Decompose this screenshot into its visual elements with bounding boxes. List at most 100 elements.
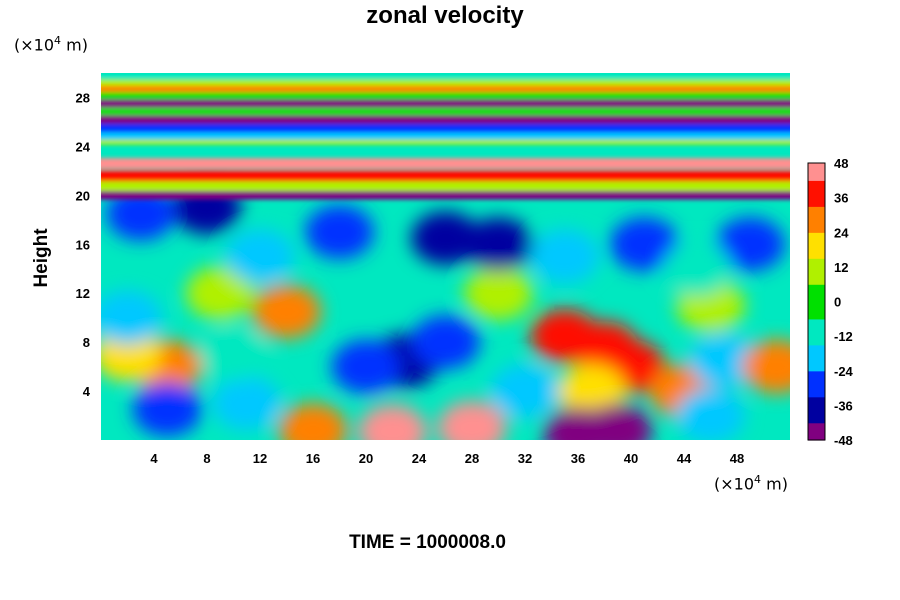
colorbar: 48 36 24 12 0 -12 -24 -36 -48 bbox=[807, 156, 854, 448]
time-label: TIME = 1000008.0 bbox=[349, 532, 506, 553]
colorbar-segment bbox=[808, 214, 825, 225]
colorbar-tick-label: 12 bbox=[834, 260, 848, 275]
colorbar-segment bbox=[808, 327, 825, 337]
x-tick-label: 32 bbox=[518, 451, 532, 466]
colorbar-segment bbox=[808, 344, 825, 355]
colorbar-segment bbox=[808, 301, 825, 311]
colorbar-tick-label: 24 bbox=[834, 225, 849, 240]
heatmap-cell bbox=[199, 327, 268, 382]
heatmap-cell bbox=[101, 290, 162, 345]
colorbar-segment bbox=[808, 180, 825, 190]
heatmap-band bbox=[101, 188, 790, 200]
heatmap-cell bbox=[185, 266, 255, 321]
y-tick-label: 28 bbox=[76, 90, 90, 105]
heatmap-cell bbox=[358, 404, 427, 440]
heatmap-cell bbox=[715, 217, 785, 272]
x-tick-label: 44 bbox=[677, 451, 692, 466]
chart-title: zonal velocity bbox=[366, 2, 524, 29]
heatmap-band bbox=[101, 73, 790, 80]
heatmap-cell bbox=[583, 403, 653, 440]
x-unit-prefix: (×10 bbox=[714, 474, 755, 494]
colorbar-segment bbox=[808, 431, 825, 441]
y-unit-suffix: m) bbox=[61, 35, 88, 55]
y-tick-label: 16 bbox=[76, 237, 90, 252]
colorbar-segment bbox=[808, 197, 825, 207]
heatmap-cell bbox=[411, 315, 480, 370]
colorbar-segment bbox=[808, 362, 825, 372]
heatmap-cell bbox=[662, 241, 732, 296]
heatmap-cell bbox=[132, 382, 202, 437]
x-axis-unit: (×104 m) bbox=[714, 473, 788, 493]
colorbar-segment bbox=[808, 405, 825, 415]
colorbar-segment bbox=[808, 310, 825, 320]
y-axis-unit: (×104 m) bbox=[14, 34, 88, 54]
x-tick-label: 48 bbox=[730, 451, 744, 466]
heatmap-cell bbox=[530, 309, 600, 363]
x-tick-label: 4 bbox=[150, 451, 158, 466]
y-tick-label: 12 bbox=[76, 286, 90, 301]
x-unit-suffix: m) bbox=[761, 474, 788, 494]
y-unit-prefix: (×10 bbox=[14, 35, 55, 55]
y-tick-label: 24 bbox=[76, 139, 91, 154]
heatmap-cell bbox=[464, 217, 533, 272]
y-tick-label: 20 bbox=[76, 188, 90, 203]
colorbar-segment bbox=[808, 188, 825, 199]
heatmap-plot-area bbox=[101, 73, 790, 440]
colorbar-segment bbox=[808, 171, 825, 181]
heatmap-cell bbox=[212, 376, 282, 431]
colorbar-frame bbox=[807, 162, 826, 441]
colorbar-segment bbox=[808, 292, 825, 303]
heatmap-cell bbox=[278, 403, 348, 440]
heatmap-band bbox=[101, 121, 790, 133]
heatmap-cell bbox=[689, 333, 759, 388]
colorbar-segment bbox=[808, 206, 825, 216]
x-tick-label: 8 bbox=[203, 451, 210, 466]
heatmap-cell bbox=[252, 284, 321, 339]
heatmap-band bbox=[101, 170, 790, 182]
colorbar-tick-label: -48 bbox=[834, 433, 853, 448]
heatmap-cell bbox=[411, 211, 480, 266]
heatmap-bands bbox=[101, 73, 790, 200]
x-tick-label: 40 bbox=[624, 451, 638, 466]
colorbar-segment bbox=[808, 396, 825, 406]
x-tick-label: 20 bbox=[359, 451, 373, 466]
y-axis-ticks: 4 8 12 16 20 24 28 bbox=[76, 90, 91, 399]
colorbar-segment bbox=[808, 275, 825, 285]
colorbar-tick-label: -36 bbox=[834, 398, 853, 413]
heatmap-band bbox=[101, 128, 790, 140]
x-axis-ticks: 4 8 12 16 20 24 28 32 36 40 44 48 bbox=[150, 451, 744, 466]
heatmap-cell bbox=[676, 388, 745, 440]
heatmap-band bbox=[101, 88, 790, 100]
heatmap-cell bbox=[106, 186, 176, 241]
colorbar-tick-label: -12 bbox=[834, 329, 853, 344]
colorbar-segment bbox=[808, 240, 825, 251]
x-tick-label: 24 bbox=[412, 451, 427, 466]
x-unit-exponent: 4 bbox=[754, 473, 762, 486]
heatmap-cell bbox=[742, 339, 790, 394]
colorbar-segment bbox=[808, 353, 825, 363]
colorbar-segment bbox=[808, 379, 825, 389]
heatmap-band bbox=[101, 112, 790, 124]
colorbar-segment bbox=[808, 266, 825, 277]
heatmap-cell bbox=[530, 229, 600, 284]
y-tick-label: 8 bbox=[83, 335, 90, 350]
colorbar-segment bbox=[808, 163, 825, 173]
heatmap-band bbox=[101, 96, 790, 108]
heatmap-cell bbox=[490, 364, 560, 418]
x-tick-label: 16 bbox=[306, 451, 320, 466]
heatmap-cell bbox=[331, 339, 401, 394]
colorbar-tick-label: 48 bbox=[834, 156, 848, 171]
heatmap-cell bbox=[437, 400, 507, 440]
colorbar-segment bbox=[808, 284, 825, 294]
heatmap-cell bbox=[305, 205, 374, 259]
colorbar-segment bbox=[808, 258, 825, 268]
heatmap-features bbox=[101, 180, 790, 440]
heatmap-band bbox=[101, 104, 790, 116]
heatmap-cell bbox=[225, 229, 295, 284]
colorbar-tick-label: -24 bbox=[834, 364, 854, 379]
heatmap-band bbox=[101, 74, 790, 86]
x-tick-label: 36 bbox=[571, 451, 585, 466]
y-tick-label: 4 bbox=[83, 384, 91, 399]
colorbar-segment bbox=[808, 223, 825, 233]
